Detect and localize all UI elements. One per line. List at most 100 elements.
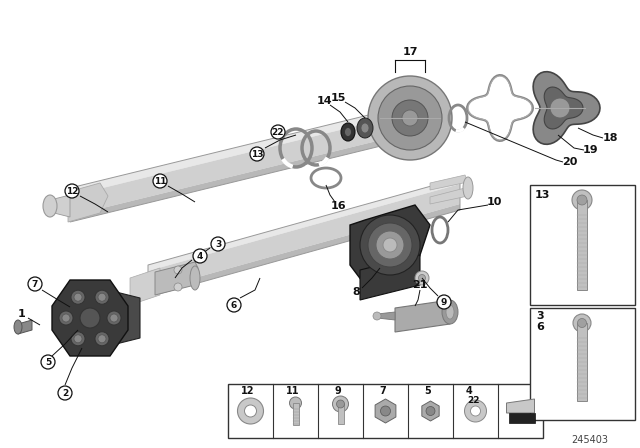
Circle shape: [572, 190, 592, 210]
Ellipse shape: [446, 305, 454, 319]
Circle shape: [419, 275, 426, 281]
Circle shape: [402, 110, 418, 126]
Circle shape: [59, 311, 73, 325]
Bar: [337, 404, 344, 424]
Circle shape: [383, 238, 397, 252]
Text: 16: 16: [330, 201, 346, 211]
Circle shape: [577, 319, 586, 327]
Polygon shape: [68, 183, 108, 222]
Circle shape: [360, 215, 420, 275]
Ellipse shape: [344, 128, 351, 137]
Ellipse shape: [463, 177, 473, 199]
Circle shape: [28, 277, 42, 291]
Circle shape: [577, 195, 587, 205]
Bar: [577, 323, 587, 401]
Circle shape: [227, 298, 241, 312]
Text: 14: 14: [316, 96, 332, 106]
Text: 10: 10: [486, 197, 502, 207]
Polygon shape: [350, 205, 430, 285]
Polygon shape: [148, 178, 460, 271]
Circle shape: [244, 405, 257, 417]
Ellipse shape: [43, 195, 57, 217]
Text: 13: 13: [251, 150, 263, 159]
Polygon shape: [509, 413, 534, 423]
Circle shape: [95, 332, 109, 346]
Circle shape: [337, 400, 344, 408]
Circle shape: [80, 308, 100, 328]
Text: 5: 5: [424, 386, 431, 396]
Bar: [530, 308, 635, 420]
Polygon shape: [544, 87, 583, 129]
Circle shape: [71, 290, 85, 304]
Text: 19: 19: [582, 145, 598, 155]
Text: 9: 9: [334, 386, 341, 396]
Text: 21: 21: [412, 280, 428, 290]
Circle shape: [98, 293, 106, 301]
Text: 8: 8: [352, 287, 360, 297]
Circle shape: [98, 335, 106, 343]
Polygon shape: [50, 195, 70, 217]
Text: 6: 6: [536, 322, 544, 332]
Polygon shape: [375, 399, 396, 423]
Text: 12: 12: [241, 386, 254, 396]
Text: 4: 4: [466, 386, 473, 396]
Text: 245403: 245403: [572, 435, 609, 445]
Text: 22: 22: [467, 396, 480, 405]
Circle shape: [65, 184, 79, 198]
Ellipse shape: [373, 312, 381, 320]
Circle shape: [271, 125, 285, 139]
Polygon shape: [377, 312, 395, 320]
Text: 20: 20: [563, 157, 578, 167]
Text: 9: 9: [441, 297, 447, 306]
Circle shape: [289, 397, 301, 409]
Circle shape: [368, 76, 452, 160]
Bar: [228, 384, 543, 438]
Text: 3: 3: [215, 240, 221, 249]
Polygon shape: [360, 255, 420, 300]
Circle shape: [174, 283, 182, 291]
Ellipse shape: [442, 300, 458, 324]
Circle shape: [415, 271, 429, 285]
Bar: [530, 185, 635, 305]
Circle shape: [550, 98, 570, 118]
Text: 13: 13: [534, 190, 550, 200]
Circle shape: [426, 406, 435, 415]
Circle shape: [74, 293, 82, 301]
Ellipse shape: [361, 123, 369, 133]
Text: 18: 18: [602, 133, 618, 143]
Circle shape: [41, 355, 55, 369]
Circle shape: [368, 223, 412, 267]
Polygon shape: [395, 300, 450, 332]
Circle shape: [110, 314, 118, 322]
Circle shape: [193, 249, 207, 263]
Text: 4: 4: [197, 251, 203, 260]
Circle shape: [211, 237, 225, 251]
Polygon shape: [155, 262, 198, 295]
Circle shape: [378, 86, 442, 150]
Polygon shape: [430, 175, 468, 190]
Circle shape: [250, 147, 264, 161]
Circle shape: [62, 314, 70, 322]
Text: 7: 7: [379, 386, 386, 396]
Bar: [292, 403, 298, 425]
Polygon shape: [430, 188, 468, 204]
Polygon shape: [108, 290, 140, 346]
Polygon shape: [18, 320, 32, 334]
Circle shape: [465, 400, 486, 422]
Circle shape: [107, 311, 121, 325]
Polygon shape: [533, 72, 600, 144]
Bar: [577, 200, 587, 290]
Circle shape: [392, 100, 428, 136]
Circle shape: [470, 406, 481, 416]
Ellipse shape: [341, 123, 355, 141]
Polygon shape: [422, 401, 439, 421]
Polygon shape: [506, 399, 534, 413]
Circle shape: [237, 398, 264, 424]
Circle shape: [71, 332, 85, 346]
Polygon shape: [52, 280, 128, 356]
Text: 6: 6: [231, 301, 237, 310]
Text: 12: 12: [66, 186, 78, 195]
Ellipse shape: [190, 266, 200, 290]
Text: 17: 17: [403, 47, 418, 57]
Polygon shape: [148, 184, 460, 291]
